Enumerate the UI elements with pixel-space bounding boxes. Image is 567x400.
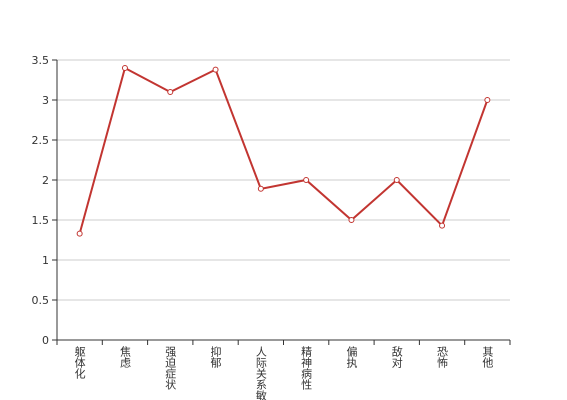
point bbox=[76, 230, 83, 237]
x-tick-label: 抑郁 bbox=[209, 345, 222, 368]
x-tick-label: 偏执 bbox=[345, 345, 358, 369]
y-tick-label: 2 bbox=[42, 174, 49, 187]
point bbox=[439, 222, 446, 229]
x-tick-label: 其他 bbox=[481, 346, 494, 368]
x-tick-label: 精神病性 bbox=[300, 346, 313, 391]
y-tick-label: 2.5 bbox=[32, 134, 50, 147]
x-tick-label: 人际关系敏感 bbox=[254, 346, 267, 400]
point bbox=[257, 185, 264, 192]
line bbox=[78, 66, 489, 234]
y-tick-label: 0 bbox=[42, 334, 49, 347]
point bbox=[121, 65, 128, 71]
y-tick-label: 0.5 bbox=[32, 294, 50, 307]
x-tick-label: 敌对 bbox=[390, 345, 403, 368]
point bbox=[212, 66, 219, 73]
y-tick-label: 3 bbox=[42, 94, 49, 107]
x-tick-label: 恐怖 bbox=[436, 346, 449, 368]
point bbox=[303, 177, 310, 183]
x-tick-label: 躯体化 bbox=[73, 346, 86, 380]
x-tick-label: 焦虑 bbox=[118, 346, 131, 368]
point bbox=[484, 97, 491, 103]
point bbox=[167, 89, 174, 95]
point bbox=[393, 177, 400, 183]
point bbox=[348, 217, 355, 223]
y-tick-label: 1.5 bbox=[32, 214, 50, 227]
y-tick-label: 1 bbox=[42, 254, 49, 267]
x-tick-label: 强迫症状 bbox=[164, 346, 177, 390]
y-tick-label: 3.5 bbox=[32, 54, 50, 67]
